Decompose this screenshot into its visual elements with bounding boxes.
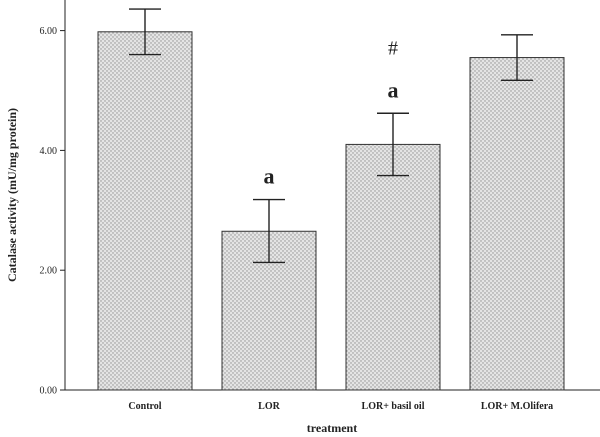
plot-area: 0.00 2.00 4.00 6.00 Control LOR LOR+ basil oi… [40, 0, 600, 412]
x-tick-label: LOR+ M.Olifera [481, 401, 553, 412]
y-tick-label: 2.00 [40, 266, 58, 277]
significance-annotations: a # a [264, 37, 399, 188]
error-bars [129, 8, 533, 264]
y-tick-label: 4.00 [40, 146, 58, 157]
bars [97, 31, 565, 391]
x-tick-label: LOR+ basil oil [362, 401, 425, 412]
bar [97, 31, 193, 391]
x-tick-label: LOR [258, 401, 280, 412]
significance-mark: a [264, 164, 275, 189]
y-axis-title: Catalase activity (mU/mg protein) [5, 108, 19, 282]
y-tick-label: 6.00 [40, 26, 58, 37]
x-tick-labels: Control LOR LOR+ basil oil LOR+ M.Olifera [128, 401, 553, 412]
x-axis-title: treatment [307, 421, 357, 435]
bar [469, 57, 565, 391]
significance-mark: a [388, 77, 399, 102]
y-ticks: 0.00 2.00 4.00 6.00 [40, 26, 65, 397]
bar [345, 143, 441, 391]
y-tick-label: 0.00 [40, 386, 58, 397]
x-tick-label: Control [128, 401, 161, 412]
significance-mark: # [388, 37, 398, 59]
